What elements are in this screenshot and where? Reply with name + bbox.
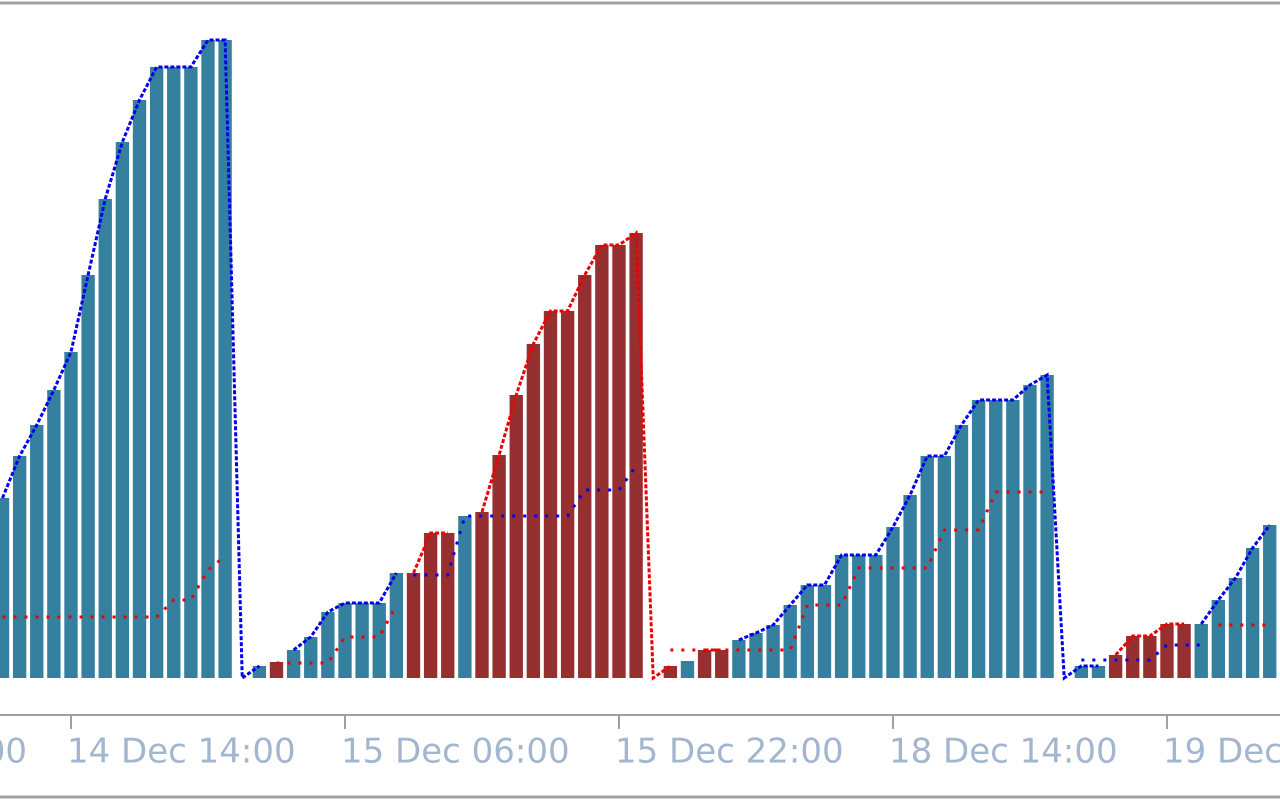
bar (920, 456, 934, 678)
bar (218, 40, 232, 678)
bar (64, 352, 78, 678)
x-tick-label: 15 Dec 22:00 (615, 732, 844, 772)
bar (81, 275, 95, 678)
bar (1211, 600, 1226, 678)
bar (800, 585, 815, 678)
bar (441, 533, 455, 678)
bar (286, 650, 301, 678)
line (2, 490, 1270, 665)
bar (1023, 385, 1037, 678)
bar (475, 512, 489, 678)
bar (766, 625, 780, 678)
bar (834, 555, 849, 678)
x-tick-label: 18 Dec 14:00 (889, 732, 1118, 772)
bar (458, 516, 472, 678)
bar (304, 637, 318, 678)
bar (355, 603, 369, 678)
bar (971, 400, 986, 678)
bar (1074, 666, 1089, 678)
bar (886, 527, 900, 678)
bar (732, 640, 746, 678)
line (413, 465, 1202, 662)
bar (1194, 624, 1208, 678)
bar (526, 344, 541, 678)
bar (612, 245, 626, 678)
bar (372, 603, 386, 678)
x-tick-label: 00 (0, 732, 27, 772)
bar (389, 573, 404, 678)
bar (903, 495, 917, 678)
bar (783, 605, 797, 678)
bar (167, 67, 181, 678)
bar (1108, 655, 1123, 678)
bar (98, 199, 112, 678)
bar (989, 400, 1003, 678)
bar (715, 650, 729, 678)
bar (132, 100, 147, 678)
bar (30, 425, 44, 678)
bar (0, 498, 10, 678)
bar (1245, 548, 1260, 678)
bar (817, 585, 832, 678)
bar (1160, 624, 1174, 678)
bar (1263, 525, 1277, 678)
bar (954, 425, 969, 678)
bar (629, 233, 643, 678)
bar (1143, 636, 1157, 678)
bar (543, 311, 558, 678)
bar (578, 275, 592, 678)
bar (1126, 636, 1140, 678)
bar (509, 395, 523, 678)
bar (406, 573, 421, 678)
bar (697, 650, 712, 678)
bar (423, 533, 438, 678)
bar (149, 67, 164, 678)
x-tick-label: 15 Dec 06:00 (341, 732, 570, 772)
bar (1228, 578, 1243, 678)
bar (749, 633, 763, 678)
bar (680, 661, 695, 678)
bar (937, 456, 952, 678)
bar (115, 142, 130, 678)
bar (201, 40, 215, 678)
bar (1006, 400, 1020, 678)
bar (560, 311, 575, 678)
x-tick-label: 19 Dec (1163, 732, 1280, 772)
bar (12, 456, 27, 678)
x-tick-label: 14 Dec 14:00 (67, 732, 296, 772)
bar (595, 245, 609, 678)
bar (869, 555, 883, 678)
bar (47, 390, 61, 678)
bar (492, 455, 506, 678)
bar (852, 555, 866, 678)
bar (1091, 666, 1106, 678)
bar (184, 67, 198, 678)
bar (321, 612, 335, 678)
bar (269, 662, 284, 678)
line (412, 230, 1185, 681)
bar (252, 666, 267, 678)
bar (1177, 624, 1191, 678)
bar (338, 603, 352, 678)
bar (1040, 375, 1054, 678)
